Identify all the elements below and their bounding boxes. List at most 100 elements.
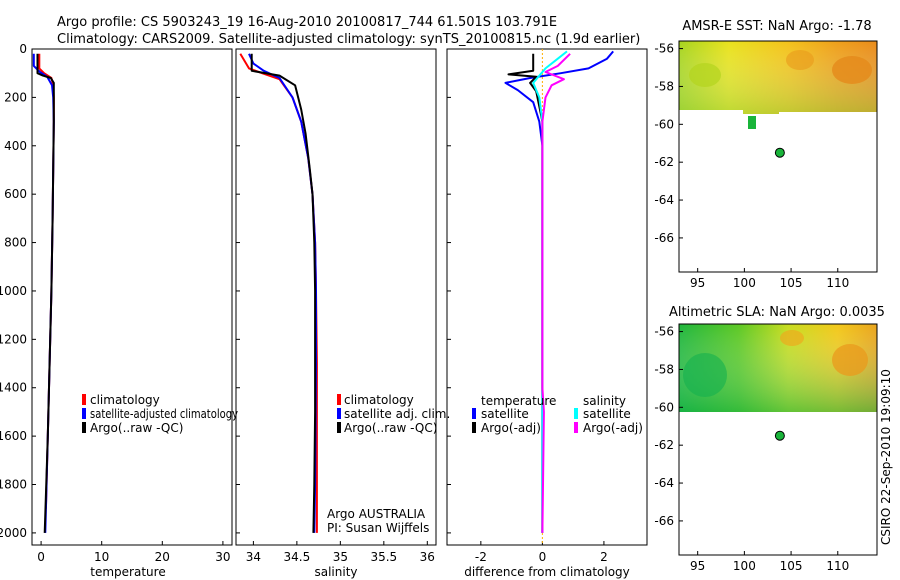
x-tick-label: -2 (475, 550, 487, 564)
difference-legend: temperature salinity satellite Argo(-adj… (472, 394, 643, 435)
depth-tick-label: 200 (4, 90, 27, 104)
lon-tick-label: 105 (780, 559, 803, 573)
lat-tick-label: -60 (654, 117, 674, 131)
legend-swatch-satellite (82, 408, 86, 419)
title-line-2: Climatology: CARS2009. Satellite-adjuste… (57, 32, 640, 47)
salinity-axes (235, 48, 437, 546)
argo-float-marker (774, 147, 785, 158)
sla-map-ticks: -56 -58 -60 -62 -64 -66 95 100 105 110 (654, 325, 849, 573)
title-line-1: Argo profile: CS 5903243_19 16-Aug-2010 … (57, 15, 557, 30)
argo-float-marker (774, 430, 785, 441)
sst-map-title: AMSR-E SST: NaN Argo: -1.78 (682, 19, 871, 34)
lon-tick-label: 100 (733, 559, 756, 573)
sla-high-patch (832, 344, 868, 376)
x-tick-label: 35 (333, 550, 348, 564)
legend-label-satellite: satellite adj. clim. (344, 407, 450, 421)
lon-tick-label: 95 (690, 276, 705, 290)
x-tick-label: 0 (37, 550, 45, 564)
lat-tick-label: -62 (654, 155, 674, 169)
depth-tick-label: 2000 (0, 526, 27, 540)
lat-tick-label: -56 (654, 325, 674, 339)
sst-warm-patch (786, 50, 814, 70)
sla-high-patch (780, 330, 804, 346)
profile-curves (32, 50, 614, 533)
sla-map-title: Altimetric SLA: NaN Argo: 0.0035 (669, 305, 885, 320)
temperature-legend: climatology satellite-adjusted climatolo… (82, 393, 238, 435)
profile-line-temperature-argo-raw-qc- (36, 53, 55, 533)
depth-tick-label: 1000 (0, 284, 27, 298)
legend-swatch-temp-satellite (472, 408, 476, 419)
salinity-x-label: salinity (314, 565, 357, 579)
lat-tick-label: -66 (654, 231, 674, 245)
lon-tick-label: 95 (690, 559, 705, 573)
sst-cool-patch (689, 63, 721, 87)
depth-tick-labels: 0 200 400 600 800 1000 1200 1400 1600 1800 2000 (0, 42, 451, 540)
lat-tick-label: -64 (654, 476, 674, 490)
x-tick-label: 35.5 (370, 550, 397, 564)
legend-swatch-satellite (337, 408, 341, 419)
legend-label-satellite: satellite-adjusted climatology (90, 407, 238, 421)
lat-tick-label: -66 (654, 514, 674, 528)
salinity-legend: climatology satellite adj. clim. Argo(..… (337, 393, 450, 435)
argo-pi: PI: Susan Wijffels (327, 521, 429, 535)
sla-map-frame (678, 323, 878, 556)
legend-label-sal-argo: Argo(-adj) (583, 421, 643, 435)
sst-map-ticks: -56 -58 -60 -62 -64 -66 95 100 105 110 (654, 42, 849, 290)
lon-tick-label: 100 (733, 276, 756, 290)
difference-x-ticks: -2 0 2 (475, 541, 608, 564)
legend-swatch-sal-satellite (574, 408, 578, 419)
lat-tick-label: -64 (654, 193, 674, 207)
lon-tick-label: 105 (780, 276, 803, 290)
depth-tick-label: 0 (19, 42, 27, 56)
lat-tick-label: -58 (654, 79, 674, 93)
x-tick-label: 30 (215, 550, 230, 564)
legend-label-climatology: climatology (90, 393, 160, 407)
difference-axes (446, 48, 648, 546)
profile-line-difference-salinity-argo-adj- (541, 53, 571, 533)
legend-label-sal-satellite: satellite (583, 407, 631, 421)
legend-swatch-climatology (82, 394, 86, 405)
difference-x-label: difference from climatology (464, 565, 630, 579)
depth-tick-label: 800 (4, 236, 27, 250)
lon-tick-label: 110 (826, 276, 849, 290)
legend-swatch-climatology (337, 394, 341, 405)
legend-swatch-temp-argo (472, 422, 476, 433)
credit-stamp: CSIRO 22-Sep-2010 19:09:10 (879, 369, 893, 545)
profile-line-difference-temperature-argo-adj- (507, 53, 544, 533)
x-tick-label: 10 (94, 550, 109, 564)
profile-line-salinity-satellite-adj-clim- (248, 53, 317, 533)
legend-swatch-argo (82, 422, 86, 433)
profile-line-difference-temperature-satellite (504, 50, 614, 533)
depth-tick-label: 1600 (0, 429, 27, 443)
sst-cell (748, 116, 756, 129)
x-tick-label: 2 (600, 550, 608, 564)
legend-title-salinity: salinity (583, 394, 626, 408)
depth-tick-label: 1400 (0, 381, 27, 395)
salinity-x-ticks: 34 34.5 35 35.5 36 (246, 541, 435, 564)
lon-tick-label: 110 (826, 559, 849, 573)
x-tick-label: 34.5 (284, 550, 311, 564)
sst-no-data (679, 114, 877, 130)
sst-map-frame (678, 40, 878, 273)
sst-no-data (779, 112, 877, 116)
profile-line-difference-salinity-satellite (532, 50, 568, 533)
lat-tick-label: -58 (654, 362, 674, 376)
depth-tick-label: 1200 (0, 332, 27, 346)
temperature-x-label: temperature (90, 565, 165, 579)
legend-label-argo: Argo(..raw -QC) (90, 421, 183, 435)
legend-label-temp-satellite: satellite (481, 407, 529, 421)
legend-swatch-argo (337, 422, 341, 433)
sst-warm-patch (832, 56, 872, 84)
temperature-x-ticks: 0 10 20 30 (37, 541, 231, 564)
legend-label-argo: Argo(..raw -QC) (344, 421, 437, 435)
sla-low-patch (683, 353, 727, 397)
depth-tick-label: 1800 (0, 478, 27, 492)
argo-institution: Argo AUSTRALIA (327, 507, 426, 521)
sst-no-data (679, 110, 743, 116)
depth-tick-label: 400 (4, 139, 27, 153)
x-tick-label: 20 (155, 550, 170, 564)
x-tick-label: 36 (420, 550, 435, 564)
legend-label-climatology: climatology (344, 393, 414, 407)
legend-label-temp-argo: Argo(-adj) (481, 421, 541, 435)
